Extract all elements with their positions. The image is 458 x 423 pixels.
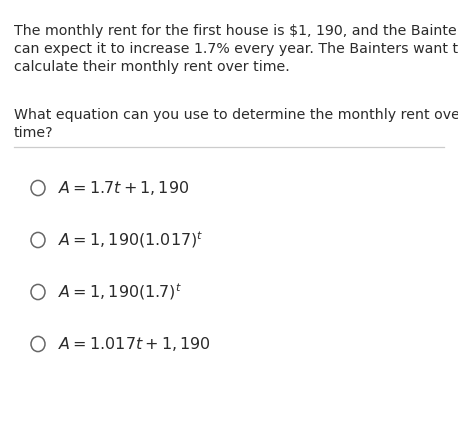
Text: can expect it to increase 1.7% every year. The Bainters want to: can expect it to increase 1.7% every yea… (14, 42, 458, 56)
Text: time?: time? (14, 126, 54, 140)
Text: What equation can you use to determine the monthly rent over: What equation can you use to determine t… (14, 108, 458, 122)
Text: $A = 1.7t + 1, 190$: $A = 1.7t + 1, 190$ (58, 179, 189, 197)
Text: $A = 1, 190(1.017)^{t}$: $A = 1, 190(1.017)^{t}$ (58, 230, 203, 250)
Text: The monthly rent for the first house is $1, 190, and the Bainters: The monthly rent for the first house is … (14, 24, 458, 38)
Text: $A = 1, 190(1.7)^{t}$: $A = 1, 190(1.7)^{t}$ (58, 282, 182, 302)
Text: calculate their monthly rent over time.: calculate their monthly rent over time. (14, 60, 290, 74)
Text: $A = 1.017t + 1, 190$: $A = 1.017t + 1, 190$ (58, 335, 211, 353)
